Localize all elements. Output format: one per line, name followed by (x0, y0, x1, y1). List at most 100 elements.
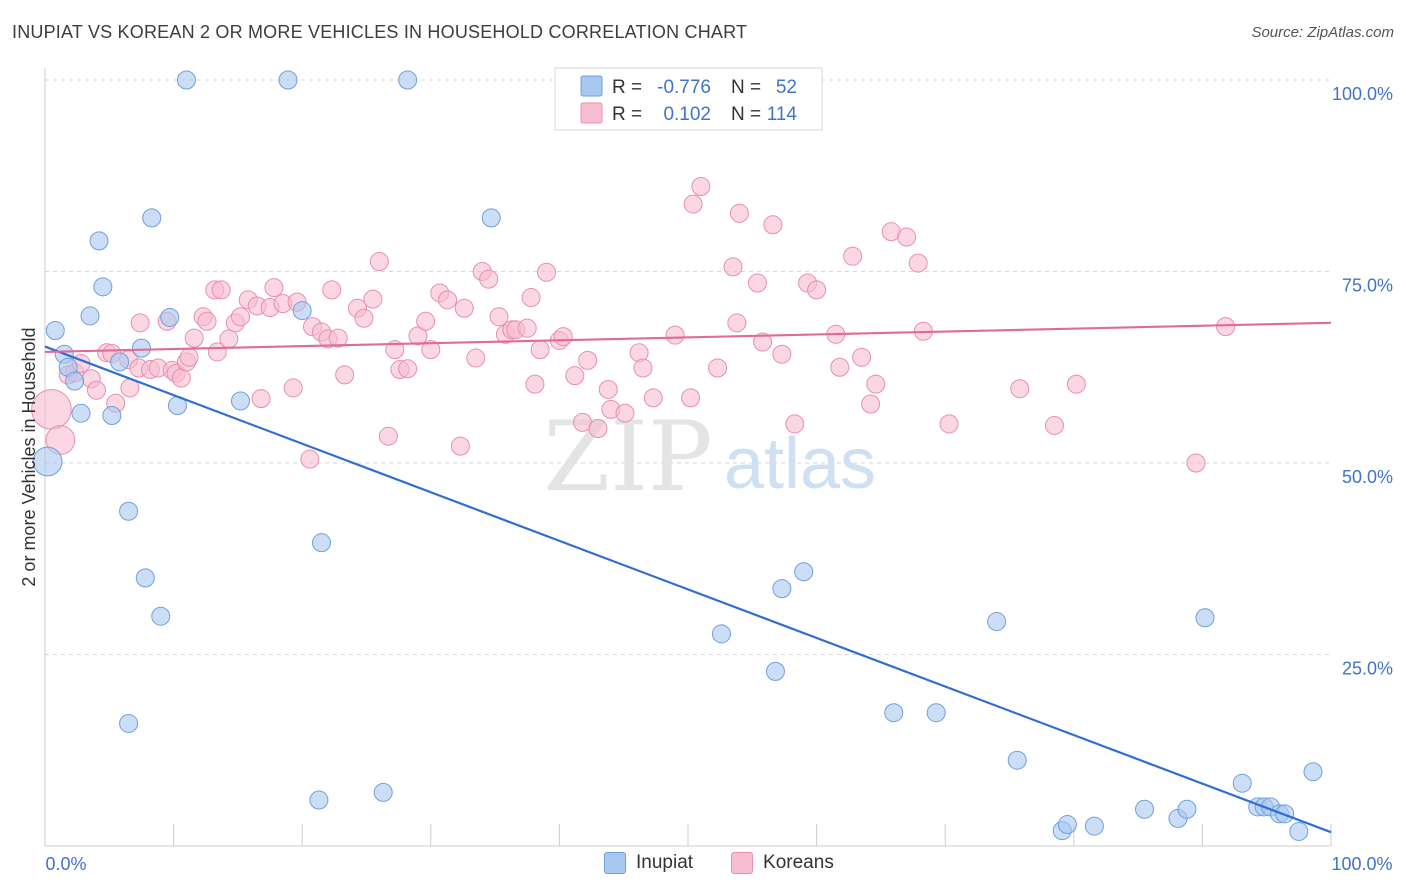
koreans-point-59 (450, 436, 470, 456)
koreans-point-94 (753, 332, 773, 352)
koreans-point-113 (1066, 374, 1086, 394)
legend-n-value-1: 52 (776, 77, 797, 98)
inupiat-point-4 (65, 371, 85, 391)
koreans-point-70 (525, 374, 545, 394)
koreans-point-101 (830, 357, 850, 377)
koreans-point-91 (727, 313, 747, 333)
bottom-legend: Inupiat Koreans (604, 852, 862, 874)
koreans-point-19 (171, 368, 191, 388)
koreans-point-85 (665, 325, 685, 345)
koreans-trend-line (44, 321, 1332, 354)
y-tick-label-1: 50.0% (1342, 467, 1393, 487)
inupiat-point-9 (102, 406, 122, 426)
koreans-point-88 (691, 176, 711, 196)
inupiat-point-39 (1135, 799, 1155, 819)
koreans-point-93 (747, 273, 767, 293)
koreans-point-95 (763, 215, 783, 235)
inupiat-trend-line (44, 345, 1332, 834)
koreans-point-39 (300, 449, 320, 469)
axes (44, 68, 1332, 847)
inupiat-point-23 (309, 790, 329, 810)
grid-lines (45, 79, 1331, 655)
inupiat-point-32 (884, 703, 904, 723)
x-tick-label-min: 0.0% (45, 854, 86, 874)
koreans-point-55 (416, 311, 436, 331)
x-tick-label-max: 100.0% (1331, 854, 1392, 874)
koreans-point-90 (723, 257, 743, 277)
legend-r-label-1: R = (612, 77, 642, 98)
legend-r-value-1: -0.776 (657, 77, 711, 98)
koreans-point-58 (438, 290, 458, 310)
koreans-point-69 (521, 288, 541, 308)
koreans-point-21 (179, 347, 199, 367)
koreans-point-54 (408, 326, 428, 346)
inupiat-point-38 (1084, 816, 1104, 836)
koreans-point-99 (807, 280, 827, 300)
koreans-point-22 (184, 328, 204, 348)
koreans-point-49 (369, 252, 389, 272)
koreans-point-48 (363, 289, 383, 309)
inupiat-point-6 (80, 306, 100, 326)
koreans-point-71 (530, 340, 550, 360)
inupiat-point-20 (230, 391, 250, 411)
bottom-legend-swatch-inupiat (604, 852, 626, 874)
legend-box: R = -0.776 N = 52 R = 0.102 N = 114 (554, 67, 823, 131)
koreans-point-84 (643, 388, 663, 408)
koreans-point-72 (537, 262, 557, 282)
inupiat-point-21 (278, 70, 298, 90)
inupiat-points (32, 70, 1323, 841)
koreans-point-24 (197, 311, 217, 331)
koreans-point-30 (230, 307, 250, 327)
bottom-legend-label-inupiat: Inupiat (636, 852, 694, 873)
koreans-point-75 (565, 366, 585, 386)
koreans-point-92 (729, 203, 749, 223)
koreans-point-86 (681, 388, 701, 408)
koreans-point-50 (378, 426, 398, 446)
inupiat-point-30 (772, 579, 792, 599)
koreans-point-27 (211, 280, 231, 300)
legend-n-value-2: 114 (767, 104, 798, 125)
inupiat-point-28 (711, 624, 731, 644)
y-tick-label-2: 75.0% (1342, 276, 1393, 296)
inupiat-point-33 (926, 703, 946, 723)
inupiat-point-50 (1303, 762, 1323, 782)
inupiat-point-8 (93, 277, 113, 297)
koreans-point-87 (683, 194, 703, 214)
koreans-point-68 (517, 318, 537, 338)
inupiat-point-29 (765, 661, 785, 681)
koreans-point-79 (598, 379, 618, 399)
koreans-point-78 (588, 419, 608, 439)
trend-lines (44, 321, 1332, 834)
koreans-point-61 (466, 348, 486, 368)
y-tick-label-3: 100.0% (1332, 84, 1393, 104)
koreans-point-56 (421, 340, 441, 360)
y-axis-label: 2 or more Vehicles in Household (19, 327, 39, 586)
inupiat-point-11 (119, 713, 139, 733)
inupiat-point-49 (1289, 821, 1309, 841)
inupiat-point-27 (481, 208, 501, 228)
koreans-point-102 (843, 246, 863, 266)
inupiat-point-31 (794, 562, 814, 582)
koreans-point-112 (1045, 415, 1065, 435)
watermark-atlas: atlas (724, 424, 876, 504)
legend-swatch-koreans (580, 102, 603, 124)
inupiat-point-0 (32, 446, 63, 477)
legend-swatch-inupiat (580, 75, 603, 97)
inupiat-point-22 (292, 301, 312, 321)
koreans-point-105 (866, 374, 886, 394)
inupiat-point-25 (373, 782, 393, 802)
koreans-point-89 (708, 358, 728, 378)
inupiat-point-16 (151, 606, 171, 626)
inupiat-point-1 (45, 320, 65, 340)
inupiat-point-19 (176, 70, 196, 90)
inupiat-point-34 (987, 612, 1007, 632)
legend-r-label-2: R = (612, 104, 642, 125)
koreans-point-13 (130, 313, 150, 333)
koreans-point-96 (772, 344, 792, 364)
koreans-points (31, 176, 1236, 473)
koreans-point-81 (615, 403, 635, 423)
koreans-point-74 (553, 327, 573, 347)
koreans-point-35 (264, 278, 284, 298)
koreans-point-114 (1186, 453, 1206, 473)
